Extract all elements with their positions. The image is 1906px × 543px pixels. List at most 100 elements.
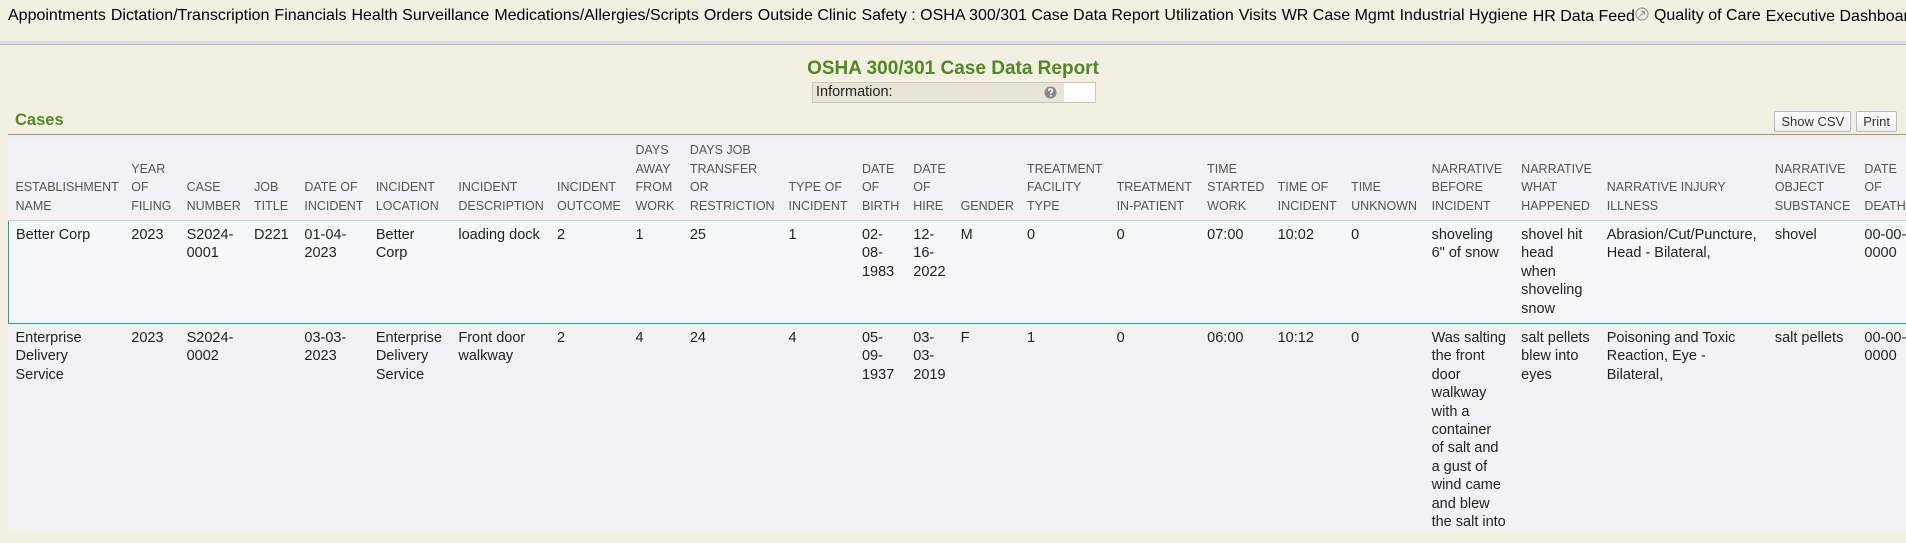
tab[interactable]: Quality of Care <box>1654 7 1761 41</box>
tab[interactable]: Medications/Allergies/Scripts <box>494 7 699 41</box>
table-row[interactable]: Enterprise Delivery Service 2023 S2024-000… <box>9 324 1906 529</box>
tab-label: WR Case Mgmt <box>1281 7 1395 24</box>
table-cell: Was salting the front door walkway with … <box>1431 330 1506 529</box>
table-cell: Better Corp <box>8 219 125 325</box>
table-cell: 2023 <box>124 219 180 325</box>
tab[interactable]: Health Surveillance <box>351 7 489 41</box>
information-label: Information: <box>816 84 893 100</box>
column-header: DATE OF BIRTH <box>854 137 907 221</box>
table-cell: F <box>960 330 970 347</box>
table-cell: 00-00-0000 <box>1857 219 1906 325</box>
table-cell: 12-16-2022 <box>906 219 954 325</box>
tab[interactable]: Industrial Hygiene <box>1400 7 1528 41</box>
table-cell: Abrasion/Cut/Puncture, Head - Bilateral, <box>1599 219 1768 325</box>
table-cell: 1 <box>1027 330 1036 347</box>
tab-label: Utilization <box>1164 7 1234 24</box>
table-cell: 05-09-1937 <box>861 330 895 383</box>
column-header: NARRATIVE BEFORE INCIDENT <box>1424 137 1515 221</box>
table-cell: 03-03-2023 <box>304 330 347 365</box>
table-cell: 24 <box>689 330 706 347</box>
column-header: INCIDENT LOCATION <box>368 137 452 221</box>
tab-label: Orders <box>703 7 753 24</box>
column-header: DAYS AWAY FROM WORK <box>628 137 683 221</box>
table-cell <box>247 324 297 529</box>
table-cell: 1 <box>781 219 855 325</box>
table-cell: 01-04-2023 <box>297 219 369 325</box>
table-cell: 4 <box>788 330 797 347</box>
tab[interactable]: Appointments <box>8 7 106 41</box>
table-cell: 03-03-2019 <box>913 330 946 383</box>
header-row: ESTABLISHMENT NAME YEAR OF FILING CASE NUM… <box>8 137 1906 221</box>
table-cell: 02-08-1983 <box>854 219 907 325</box>
table-cell: loading dock <box>451 219 550 325</box>
table-cell: 0 <box>1116 330 1125 347</box>
column-header: INCIDENT OUTCOME <box>550 137 629 221</box>
table-cell: shoveling 6" of snow <box>1424 219 1515 325</box>
table-row[interactable]: Better Corp 2023 S2024-0001 D221 01-04-2023 B… <box>8 219 1906 325</box>
tab-label: Visits <box>1238 7 1277 24</box>
information-value <box>1064 83 1095 102</box>
tab-label: Safety : OSHA 300/301 Case Data Report <box>861 7 1160 24</box>
table-cell: 10:12 <box>1277 330 1314 347</box>
column-header: TREATMENT FACILITY TYPE <box>1020 137 1110 221</box>
tab-label: Financials <box>274 7 347 24</box>
table-cell: Poisoning and Toxic Reaction, Eye - Bila… <box>1606 330 1736 383</box>
tab[interactable]: Visits <box>1239 7 1277 41</box>
tab[interactable]: WR Case Mgmt <box>1282 7 1395 41</box>
column-header: DAYS JOB TRANSFER OR RESTRICTION <box>682 137 782 221</box>
tab-label: Outside Clinic <box>757 7 857 24</box>
tab[interactable]: Executive Dashboard <box>1766 7 1906 41</box>
tab-bar: Appointments Dictation/Transcription Finan… <box>8 7 1906 41</box>
table-cell: Enterprise Delivery Service <box>15 330 82 383</box>
tab-label: Appointments <box>8 7 106 24</box>
table-cell: S2024-0002 <box>186 330 234 365</box>
button[interactable]: Print <box>1856 111 1897 132</box>
tab[interactable]: Dictation/Transcription <box>111 7 270 41</box>
tab[interactable]: Outside Clinic <box>758 7 857 41</box>
column-header: TIME STARTED WORK <box>1200 137 1271 221</box>
column-header: ESTABLISHMENT NAME <box>8 137 125 221</box>
column-header: TIME UNKNOWN <box>1344 137 1425 221</box>
column-header: NARRATIVE INJURY ILLNESS <box>1599 137 1768 221</box>
tab-label: Industrial Hygiene <box>1399 7 1528 24</box>
cases-table: ESTABLISHMENT NAME YEAR OF FILING CASE NUM… <box>8 137 1906 529</box>
table-cell: salt pellets blew into eyes <box>1521 330 1590 383</box>
column-header: TIME OF INCIDENT <box>1270 137 1345 221</box>
table-cell: 2 <box>550 219 629 325</box>
column-header: GENDER <box>953 137 1020 221</box>
tab-icon[interactable] <box>1635 7 1649 21</box>
table-cell: S2024-0001 <box>179 219 248 325</box>
section-title: Cases <box>15 111 64 129</box>
table-cell: 0 <box>1109 219 1201 325</box>
button-group: Show CSV Print <box>1774 111 1897 132</box>
tab[interactable]: Utilization <box>1164 7 1233 41</box>
table-cell: 0 <box>1351 330 1360 347</box>
tab-label: Quality of Care <box>1653 7 1761 24</box>
help-icon[interactable] <box>1044 86 1057 99</box>
column-header: INCIDENT DESCRIPTION <box>451 137 550 221</box>
table-cell: Front door walkway <box>458 330 526 365</box>
table-cell: 07:00 <box>1200 219 1271 325</box>
column-header: YEAR OF FILING <box>124 137 180 221</box>
table-cell: 4 <box>635 330 644 347</box>
table-cell: 00-00-0000 <box>1864 330 1906 365</box>
column-header: NARRATIVE OBJECT SUBSTANCE <box>1767 137 1858 221</box>
information-box: Information: <box>812 82 1096 103</box>
column-header: TREATMENT IN-PATIENT <box>1109 137 1201 221</box>
tab[interactable]: Financials <box>274 7 346 41</box>
table-cell: salt pellets <box>1774 330 1844 347</box>
tab[interactable]: Safety : OSHA 300/301 Case Data Report <box>861 7 1159 41</box>
column-header: CASE NUMBER <box>179 137 248 221</box>
table-cell: D221 <box>247 219 298 325</box>
table-cell: 2023 <box>131 330 164 347</box>
button[interactable]: Show CSV <box>1774 111 1852 132</box>
report-title: OSHA 300/301 Case Data Report <box>807 58 1099 79</box>
tab[interactable]: Orders <box>704 7 753 41</box>
table-cell: 25 <box>682 219 782 325</box>
tab[interactable]: HR Data Feed <box>1533 7 1649 41</box>
tab-label: Executive Dashboard <box>1765 8 1906 25</box>
column-header: DATE OF INCIDENT <box>297 137 369 221</box>
tab-underline <box>0 41 1906 45</box>
column-header: DATE OF HIRE <box>906 137 954 221</box>
